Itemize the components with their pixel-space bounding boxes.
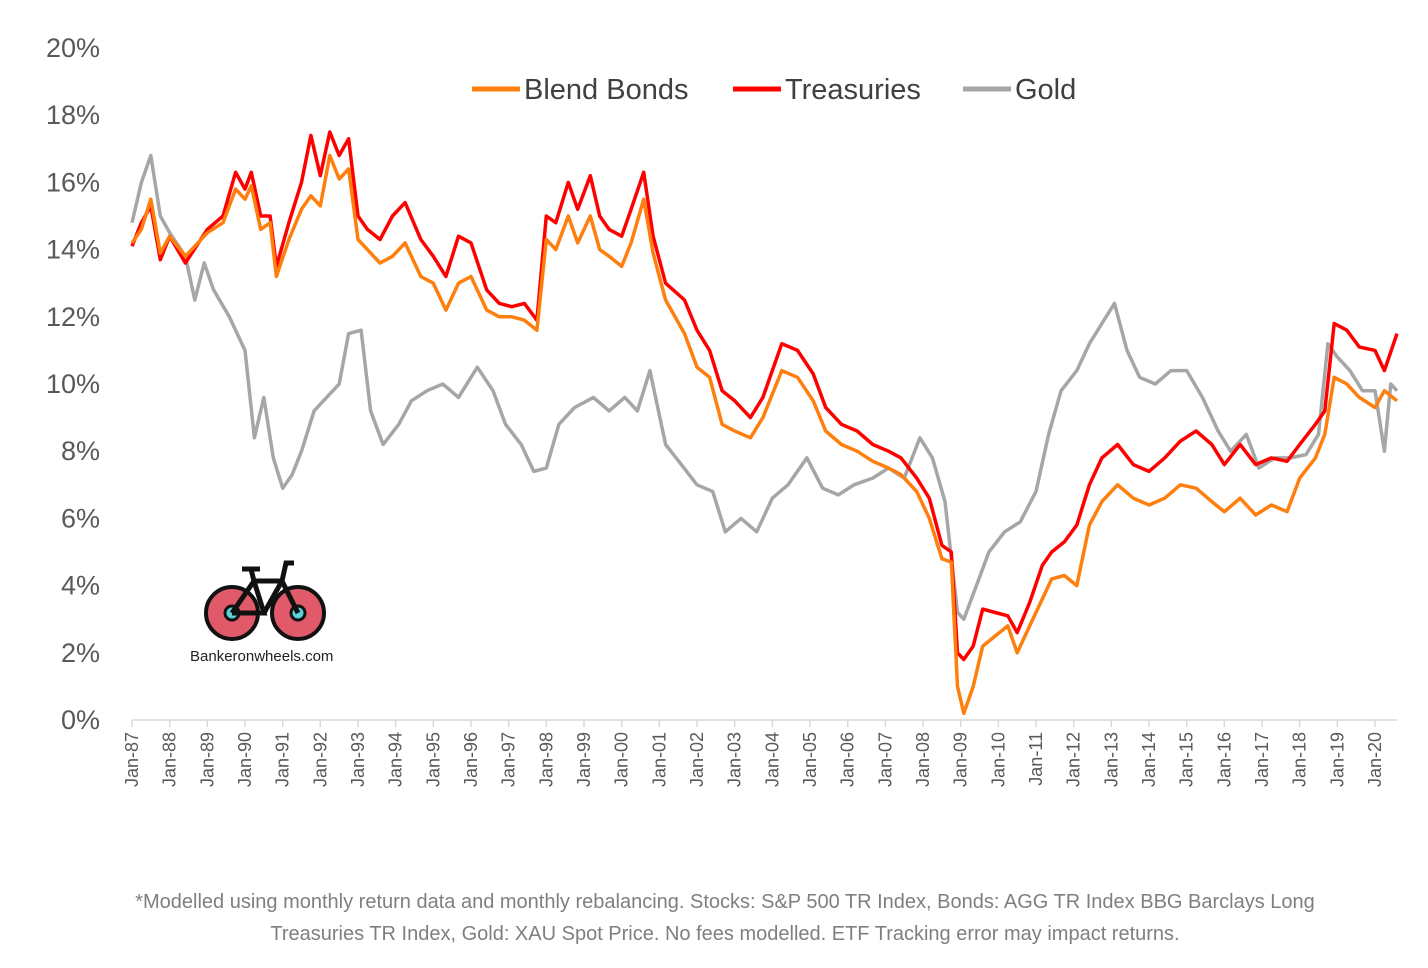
x-tick-label: Jan-03 <box>725 732 745 787</box>
series-line-treasuries <box>130 130 1399 662</box>
x-tick-label: Jan-13 <box>1101 732 1121 787</box>
y-tick-label: 6% <box>61 503 100 533</box>
x-tick-label: Jan-87 <box>122 732 142 787</box>
series-line-gold <box>130 153 1399 621</box>
x-tick-label: Jan-89 <box>197 732 217 787</box>
x-tick-label: Jan-01 <box>649 732 669 787</box>
x-tick-label: Jan-94 <box>386 732 406 787</box>
logo-text: Bankeronwheels.com <box>190 648 334 665</box>
y-tick-label: 20% <box>46 33 100 63</box>
x-tick-label: Jan-05 <box>800 732 820 787</box>
x-tick-label: Jan-14 <box>1139 732 1159 787</box>
x-tick-label: Jan-00 <box>612 732 632 787</box>
x-tick-label: Jan-90 <box>235 732 255 787</box>
y-tick-label: 14% <box>46 235 100 265</box>
x-tick-label: Jan-18 <box>1290 732 1310 787</box>
x-tick-label: Jan-17 <box>1252 732 1272 787</box>
y-tick-label: 16% <box>46 167 100 197</box>
x-tick-label: Jan-98 <box>536 732 556 787</box>
y-tick-label: 10% <box>46 369 100 399</box>
x-tick-label: Jan-91 <box>273 732 293 787</box>
x-tick-label: Jan-09 <box>951 732 971 787</box>
legend-label: Treasuries <box>785 74 921 106</box>
x-tick-label: Jan-08 <box>913 732 933 787</box>
footnote-line-1: *Modelled using monthly return data and … <box>135 891 1315 913</box>
x-tick-label: Jan-19 <box>1327 732 1347 787</box>
y-axis: 0% 2% 4% 6% 8% 10% 12% 14% 16% 18% 20% <box>46 33 100 735</box>
x-tick-label: Jan-02 <box>687 732 707 787</box>
x-tick-label: Jan-15 <box>1177 732 1197 787</box>
x-tick-label: Jan-11 <box>1026 732 1046 786</box>
y-tick-label: 12% <box>46 302 100 332</box>
line-chart: 0%2%4%6%8%10%12%14%16%18%20% Jan-87 Jan-8… <box>46 33 1399 787</box>
series-line-blend-bonds <box>130 153 1399 716</box>
x-tick-label: Jan-88 <box>160 732 180 787</box>
y-tick-label: 2% <box>61 638 100 668</box>
legend-label: Gold <box>1015 74 1076 106</box>
x-tick-label: Jan-10 <box>988 732 1008 787</box>
x-axis: Jan-87 Jan-88 Jan-89 Jan-90 Jan-91 Jan-92 Jan-… <box>122 719 1397 787</box>
x-tick-label: Jan-04 <box>762 732 782 787</box>
x-tick-label: Jan-93 <box>348 732 368 787</box>
x-tick-label: Jan-92 <box>310 732 330 787</box>
legend: Blend Bonds Treasuries Gold <box>472 74 1076 106</box>
y-tick-label: 8% <box>61 436 100 466</box>
y-tick-label: 0% <box>61 705 100 735</box>
y-tick-label: 18% <box>46 100 100 130</box>
series-lines <box>130 130 1399 716</box>
x-tick-label: Jan-07 <box>875 732 895 787</box>
x-tick-label: Jan-06 <box>838 732 858 787</box>
x-tick-label: Jan-20 <box>1365 732 1385 787</box>
x-tick-label: Jan-97 <box>499 732 519 787</box>
x-tick-label: Jan-99 <box>574 732 594 787</box>
legend-label: Blend Bonds <box>524 74 688 106</box>
x-tick-label: Jan-12 <box>1064 732 1084 787</box>
y-tick-label: 4% <box>61 571 100 601</box>
x-tick-label: Jan-16 <box>1214 732 1234 787</box>
x-tick-label: Jan-96 <box>461 732 481 787</box>
bicycle-icon <box>196 555 346 670</box>
x-tick-label: Jan-95 <box>423 732 443 787</box>
footnote-line-2: Treasuries TR Index, Gold: XAU Spot Pric… <box>270 923 1180 945</box>
